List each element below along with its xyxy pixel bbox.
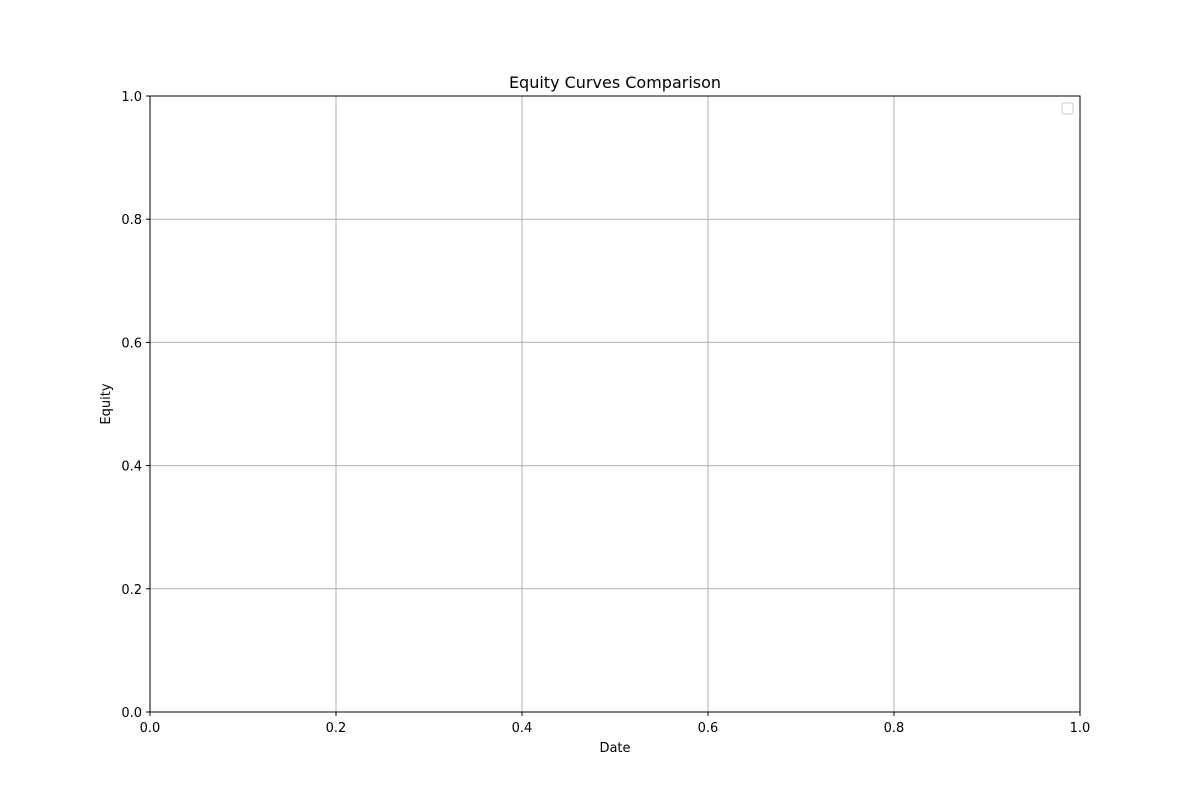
x-axis-label: Date: [599, 741, 630, 756]
legend-box: [1061, 102, 1074, 115]
x-tick-label: 0.2: [326, 721, 347, 736]
y-tick-label: 0.0: [121, 706, 142, 721]
x-tick-label: 0.6: [698, 721, 719, 736]
y-tick-label: 0.6: [121, 336, 142, 351]
y-tick-label: 0.4: [121, 460, 142, 475]
y-axis-label: Equity: [99, 383, 114, 424]
x-tick-label: 0.8: [884, 721, 905, 736]
y-axis: 0.0 0.2 0.4 0.6 0.8 1.0: [121, 90, 150, 721]
x-tick-label: 0.0: [140, 721, 161, 736]
x-axis: 0.0 0.2 0.4 0.6 0.8 1.0: [140, 712, 1091, 736]
plot-area-frame: [149, 95, 1081, 713]
x-tick-label: 0.4: [512, 721, 533, 736]
x-tick-label: 1.0: [1070, 721, 1091, 736]
chart-title: Equity Curves Comparison: [509, 73, 721, 92]
y-tick-label: 1.0: [121, 90, 142, 105]
y-tick-label: 0.8: [121, 213, 142, 228]
y-tick-label: 0.2: [121, 583, 142, 598]
